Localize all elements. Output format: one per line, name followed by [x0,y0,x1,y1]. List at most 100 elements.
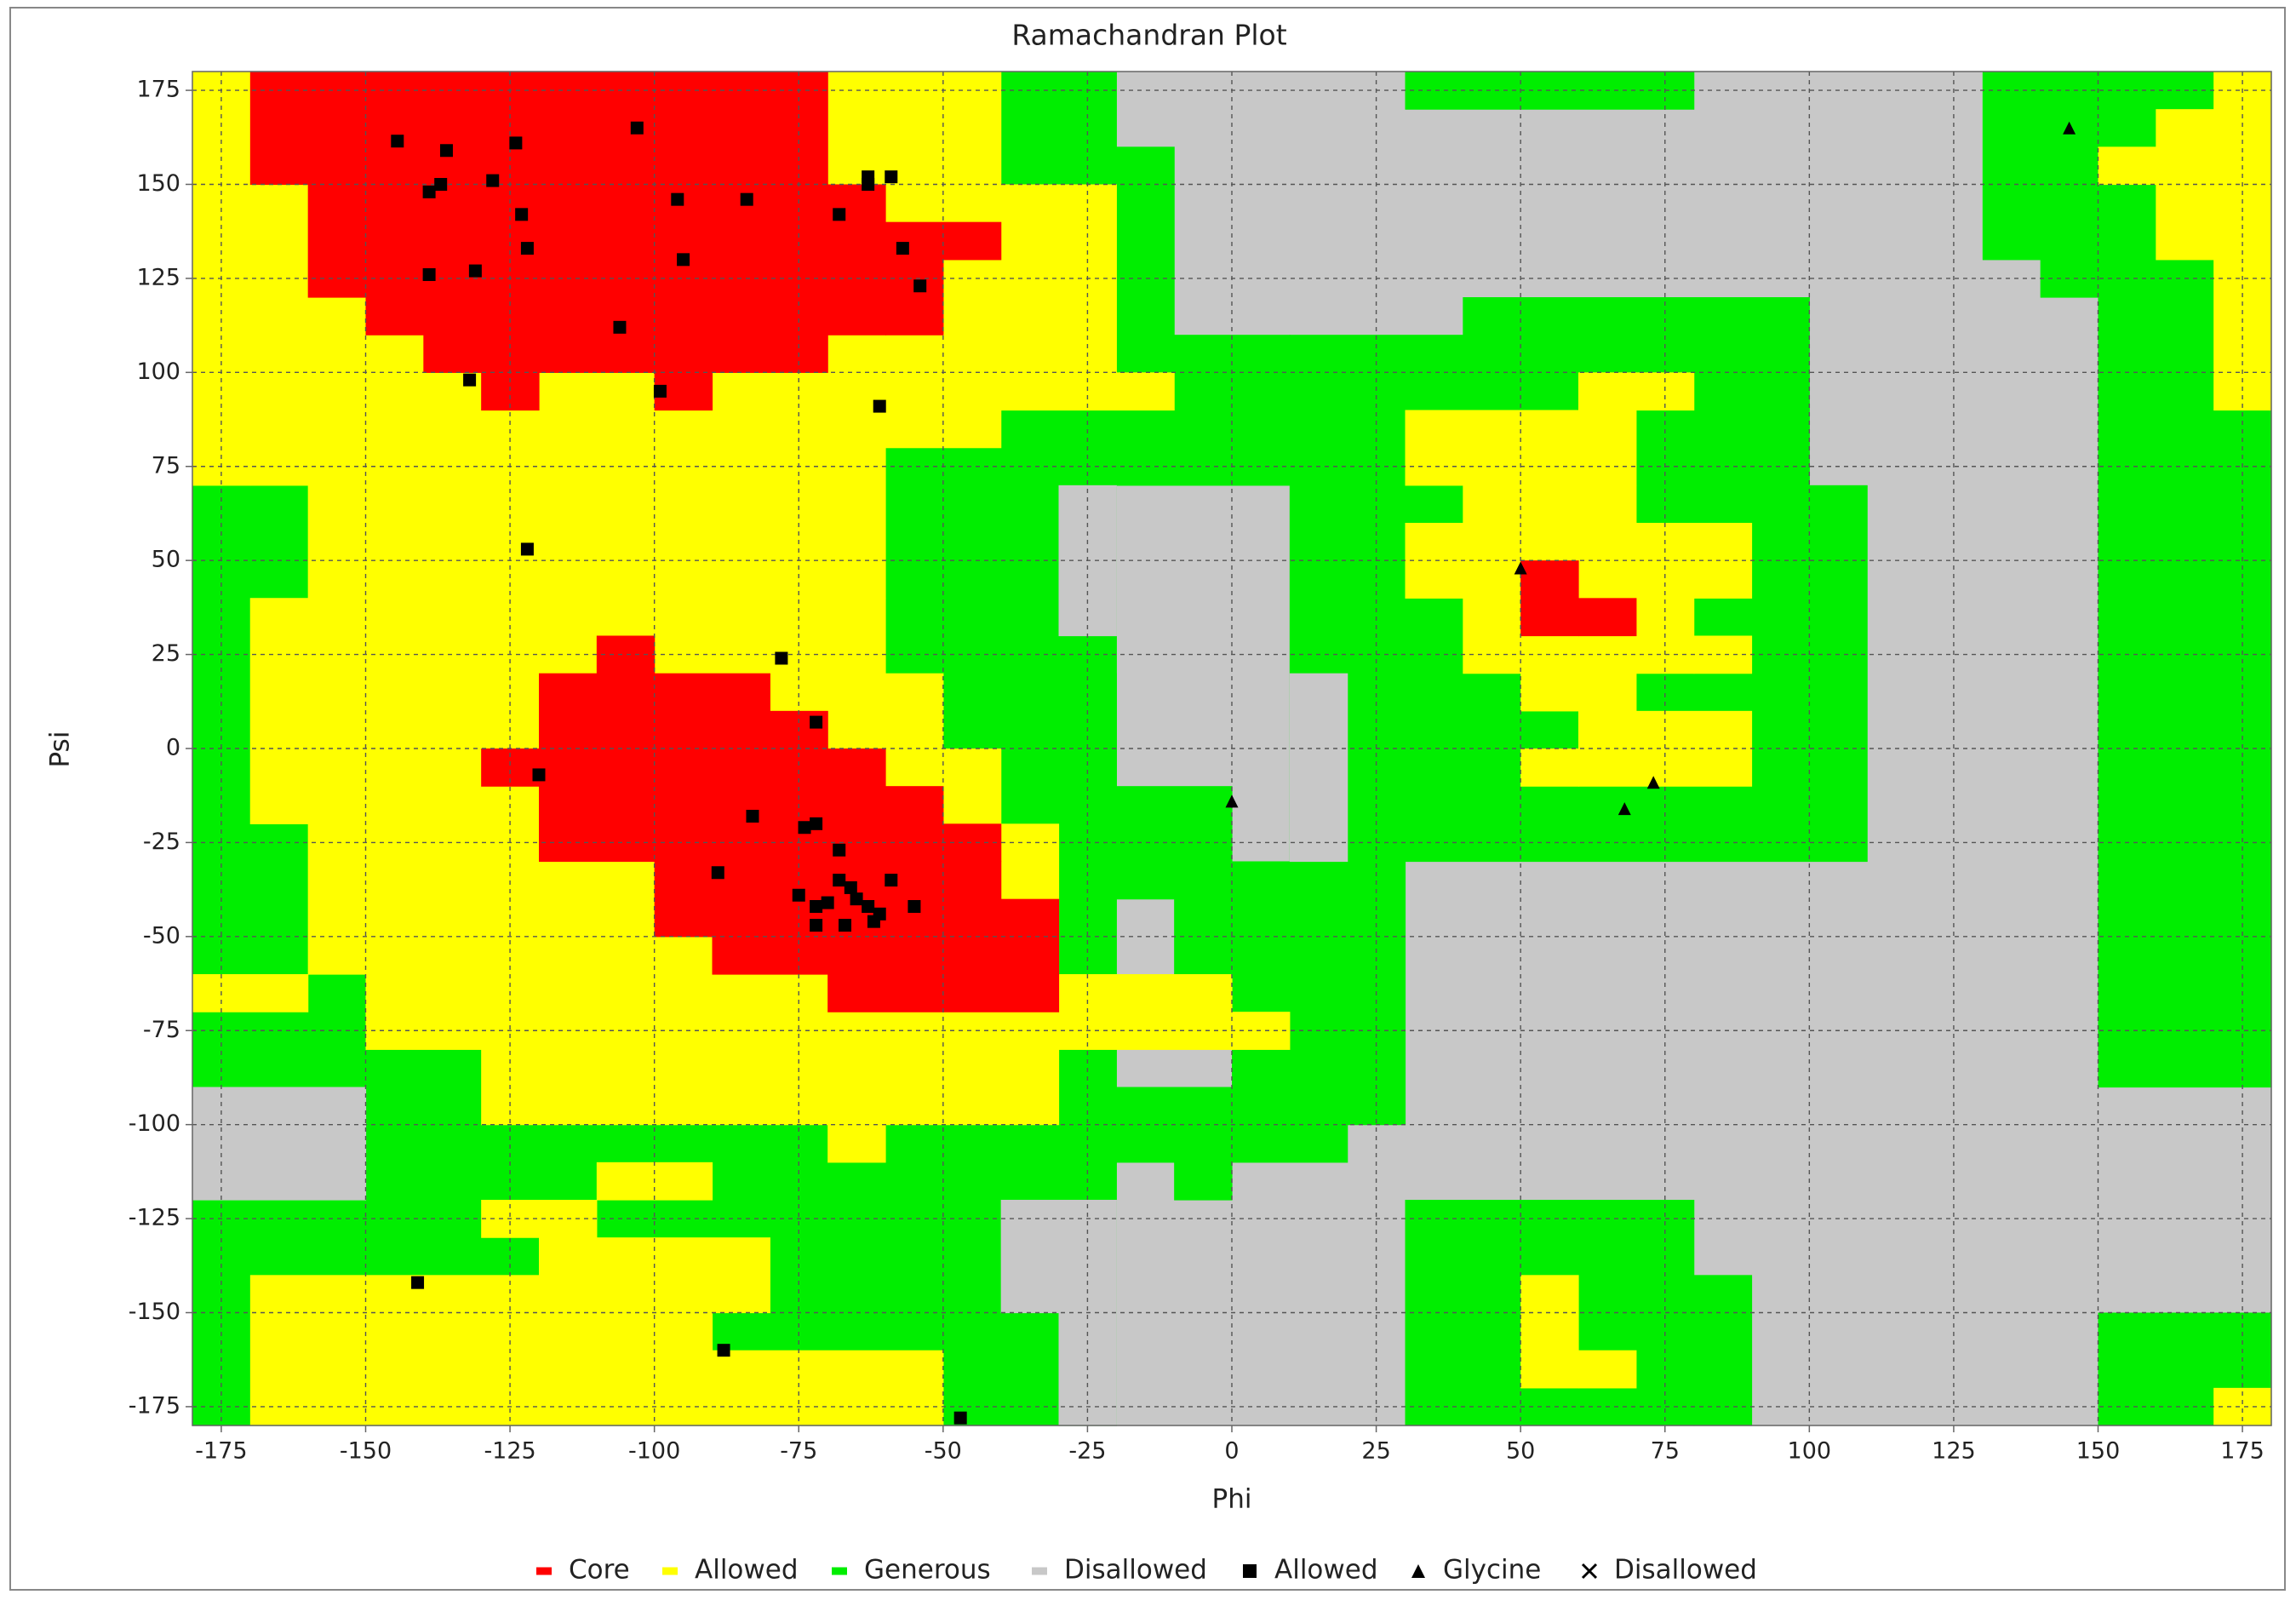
point [1411,1564,1425,1578]
point [422,185,436,198]
region-cell [1578,372,1695,411]
x-tick-label: -125 [484,1438,535,1465]
y-axis-label: Psi [45,731,76,768]
point [913,279,927,293]
point [515,208,529,221]
point [862,900,875,913]
legend-label: Disallowed [1614,1555,1757,1586]
point [775,651,788,665]
legend-label: Core [569,1555,630,1586]
point [885,874,898,887]
point [434,178,448,191]
y-tick-label: 50 [152,547,180,573]
y-tick-label: -175 [129,1392,180,1419]
point [1243,1564,1257,1578]
legend-swatch [662,1567,678,1575]
y-tick-label: -150 [129,1299,180,1325]
region-cell [249,184,309,486]
x-tick-label: 25 [1361,1438,1390,1465]
y-tick-label: 100 [136,358,180,385]
point [908,900,921,913]
region-cell [712,936,1060,975]
point [463,373,477,387]
x-tick-label: -150 [340,1438,392,1465]
point [2063,121,2076,135]
x-tick-label: 100 [1788,1438,1832,1465]
point [885,170,898,184]
region-cell [885,598,1060,674]
region-cell [827,1124,886,1163]
region-cell [1578,1350,1637,1389]
point [717,1344,730,1357]
point [630,121,644,135]
point [391,135,404,148]
region-cell [539,786,944,824]
point [833,843,846,857]
point [520,542,534,556]
point [810,900,823,913]
y-tick-label: -25 [143,829,180,855]
point [439,144,453,158]
region-cell [885,259,944,336]
point [746,810,759,823]
x-tick-label: -25 [1068,1438,1106,1465]
region-cell [1116,146,1175,373]
point [532,768,546,782]
point [798,821,811,835]
x-tick-label: -75 [780,1438,817,1465]
region-cell [249,72,828,186]
region-cell [192,1087,367,1201]
grid [192,72,2271,1425]
point [953,1411,967,1425]
region-cell [1578,598,1637,637]
point [810,715,823,729]
x-axis-label: Phi [1212,1484,1252,1515]
point [1225,794,1239,808]
y-tick-label: 150 [136,170,180,197]
region-cell [1174,1161,1233,1201]
point [613,320,627,334]
point [844,880,857,894]
region-cell [481,749,886,787]
region-cell [1289,673,1348,863]
points [391,121,2076,1425]
point [810,817,823,830]
region-cell [885,485,1060,599]
x-tick-label: -50 [925,1438,962,1465]
region-cell [481,1049,1060,1126]
x-tick-label: 75 [1651,1438,1680,1465]
region-cell [539,823,1002,863]
legend: Core Allowed Generous Disallowed Allowed Glyc… [536,1555,1757,1586]
region-cell [1058,1087,1348,1163]
region-cell [827,72,1002,186]
point [740,192,753,206]
chart-title: Ramachandran Plot [1011,19,1286,52]
point [1646,776,1660,789]
y-tick-label: 0 [166,735,180,761]
y-tick-label: 25 [152,640,180,667]
region-cell [1520,673,1637,712]
legend-label: Allowed [695,1555,799,1586]
region-cell [423,335,828,373]
region-cell [1520,749,1579,787]
y-tick-label: -75 [143,1017,180,1043]
point [867,915,880,928]
point [509,136,523,150]
point [422,268,436,281]
x-tick-label: -175 [195,1438,247,1465]
y-tick-label: 125 [136,264,180,290]
x-tick-label: 175 [2220,1438,2265,1465]
point [653,384,667,398]
region-cell [1463,297,1810,336]
y-tick-label: 75 [152,452,180,479]
legend-swatch [832,1567,847,1575]
legend-label: Generous [864,1555,991,1586]
region-cell [539,710,828,749]
point [468,264,482,278]
point [520,242,534,255]
x-tick-label: 150 [2076,1438,2121,1465]
x-tick-label: -100 [628,1438,680,1465]
region-cell [712,1350,944,1426]
point [873,399,886,413]
